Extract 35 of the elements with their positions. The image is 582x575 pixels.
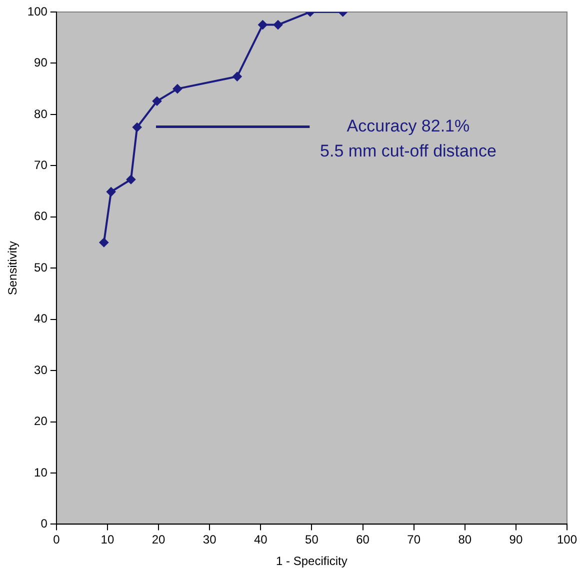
point <box>132 122 142 132</box>
x-tick-label: 50 <box>305 532 319 547</box>
y-tick-label: 50 <box>34 260 48 274</box>
x-tick-label: 0 <box>53 532 60 547</box>
y-tick-label: 100 <box>27 4 48 18</box>
x-tick-label: 20 <box>152 532 166 547</box>
y-tick-label: 30 <box>34 362 48 377</box>
y-tick-label: 60 <box>34 209 48 224</box>
y-tick-label: 0 <box>40 516 48 531</box>
y-tick-label: 10 <box>34 465 48 480</box>
x-tick-label: 60 <box>356 532 370 547</box>
x-tick-label: 100 <box>556 532 578 547</box>
point <box>126 174 136 184</box>
point <box>274 20 283 30</box>
x-tick-label: 80 <box>458 532 472 547</box>
y-tick-label: 20 <box>34 414 48 428</box>
point <box>232 72 242 82</box>
x-tick-label: 70 <box>407 532 421 547</box>
x-axis-title: 1 - Specificity <box>276 554 348 568</box>
y-tick-label: 90 <box>34 56 48 70</box>
x-tick-label: 90 <box>509 532 523 547</box>
y-tick-label: 80 <box>34 106 48 121</box>
y-axis-title: Sensitivity <box>6 241 20 296</box>
point <box>106 187 116 196</box>
x-tick-label: 30 <box>202 532 217 547</box>
annotation: 5.5 mm cut-off distance <box>320 141 496 160</box>
x-tick-label: 10 <box>100 532 114 547</box>
point <box>172 84 182 94</box>
annotation: Accuracy 82.1% <box>346 116 470 136</box>
point <box>99 238 108 247</box>
point <box>258 20 268 30</box>
y-tick-label: 70 <box>34 158 48 172</box>
point <box>152 96 162 106</box>
y-tick-label: 40 <box>34 312 48 326</box>
x-tick-label: 40 <box>254 532 268 547</box>
